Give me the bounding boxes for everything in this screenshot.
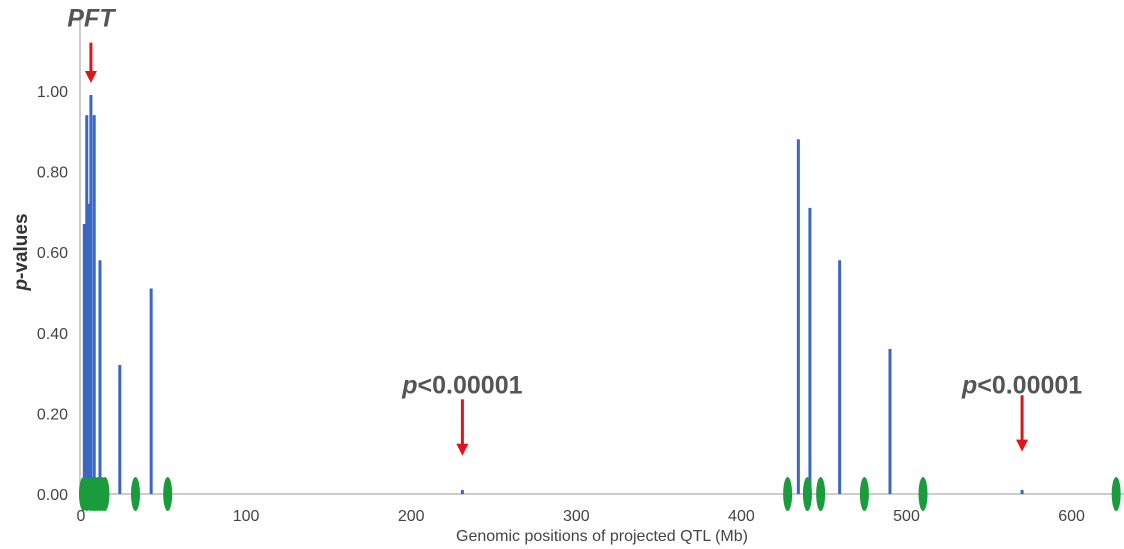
annotation-text-italic: p <box>401 371 417 399</box>
y-axis-label-rest: -values <box>11 213 32 278</box>
bar <box>149 288 153 494</box>
x-tick-label: 300 <box>563 508 590 525</box>
bar <box>888 348 892 494</box>
qtl-marker <box>802 477 812 511</box>
bar <box>92 115 96 495</box>
y-axis-label-italic: p <box>11 279 32 292</box>
x-tick-label: 100 <box>233 508 260 525</box>
bar <box>808 207 812 494</box>
x-tick-label: 600 <box>1058 508 1085 525</box>
annotation-arrow-head <box>456 443 469 456</box>
annotation-text-italic: p <box>961 371 977 399</box>
bar <box>1020 489 1024 494</box>
axes <box>79 10 1124 495</box>
bar <box>460 489 464 494</box>
x-tick-label: 500 <box>893 508 920 525</box>
x-tick-label: 200 <box>398 508 425 525</box>
bar <box>838 260 842 494</box>
qtl-marker <box>130 477 140 511</box>
x-tick-label: 0 <box>77 508 86 525</box>
annotation-arrow-head <box>84 70 97 83</box>
bar-series <box>82 95 1024 495</box>
bar <box>98 260 102 494</box>
bar <box>796 139 800 495</box>
qtl-marker <box>859 477 869 511</box>
y-tick-label: 0.40 <box>37 326 68 343</box>
x-axis-label: Genomic positions of projected QTL (Mb) <box>456 528 748 545</box>
y-tick-labels: 0.00 0.20 0.40 0.60 0.80 1.00 <box>37 84 68 504</box>
x-tick-label: 400 <box>728 508 755 525</box>
annotation-text: p<0.00001 <box>401 371 522 399</box>
y-tick-label: 0.00 <box>37 487 68 504</box>
annotation-arrow-head <box>1016 439 1029 452</box>
qtl-marker <box>1111 477 1121 511</box>
bar <box>87 203 91 494</box>
annotation-text-italic: PFT <box>67 5 117 33</box>
x-tick-labels: 0 100 200 300 400 500 600 <box>77 508 1085 525</box>
y-tick-label: 0.60 <box>37 245 68 262</box>
annotation-text: p<0.00001 <box>961 371 1082 399</box>
bar <box>85 115 89 495</box>
annotation-text-rest: <0.00001 <box>977 371 1082 399</box>
y-axis-label: p-values <box>11 213 32 291</box>
bar <box>89 95 93 494</box>
y-tick-label: 0.20 <box>37 406 68 423</box>
bar <box>82 223 86 495</box>
qtl-marker <box>163 477 173 511</box>
qtl-marker <box>783 477 793 511</box>
qtl-marker <box>816 477 826 511</box>
qtl-marker <box>100 477 110 511</box>
qtl-marker <box>918 477 928 511</box>
qtl-marker-series <box>78 477 1121 511</box>
y-tick-label: 1.00 <box>37 84 68 101</box>
annotation-text-rest: <0.00001 <box>418 371 523 399</box>
y-tick-label: 0.80 <box>37 165 68 182</box>
bar <box>118 365 122 494</box>
annotation-text: PFT <box>67 5 117 33</box>
